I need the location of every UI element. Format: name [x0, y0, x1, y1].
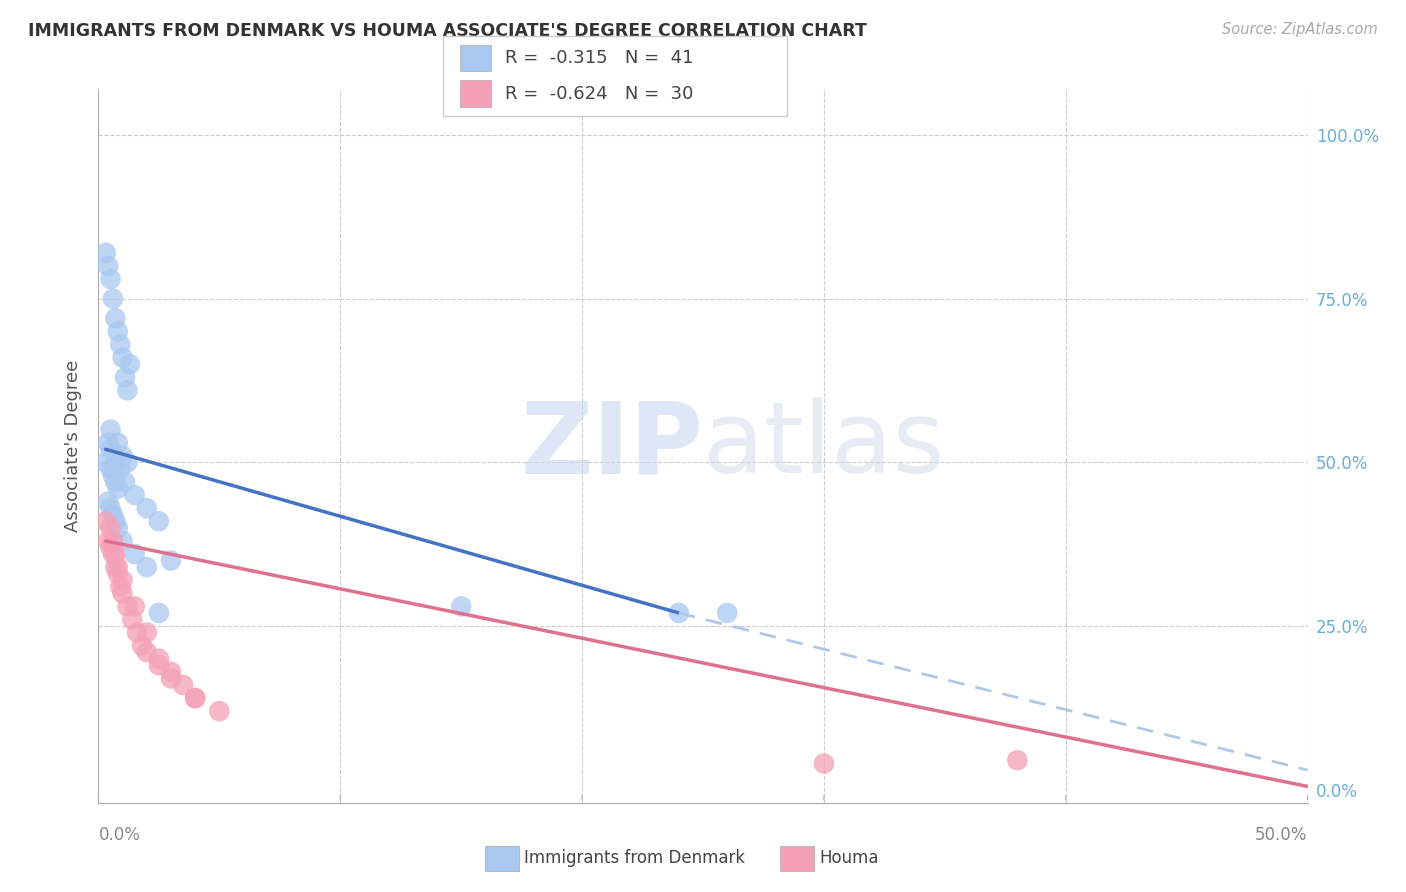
Point — [100, 442, 122, 457]
Point — [101, 547, 124, 561]
Point — [117, 599, 139, 614]
Point — [148, 514, 170, 528]
Point — [100, 501, 122, 516]
Point — [97, 435, 120, 450]
Point — [100, 423, 122, 437]
Point — [97, 259, 120, 273]
Point — [104, 475, 127, 489]
Point — [111, 449, 134, 463]
Text: 50.0%: 50.0% — [1256, 826, 1308, 844]
Text: 0.0%: 0.0% — [98, 826, 141, 844]
Point — [160, 553, 183, 567]
Point — [668, 606, 690, 620]
Point — [101, 292, 124, 306]
Point — [100, 462, 122, 476]
Point — [208, 704, 231, 718]
Point — [104, 560, 127, 574]
Text: Immigrants from Denmark: Immigrants from Denmark — [524, 849, 745, 867]
Point — [101, 508, 124, 522]
Text: R =  -0.624   N =  30: R = -0.624 N = 30 — [505, 85, 693, 103]
Text: R =  -0.315   N =  41: R = -0.315 N = 41 — [505, 49, 693, 67]
Point — [104, 311, 127, 326]
Point — [108, 580, 131, 594]
Text: atlas: atlas — [703, 398, 945, 494]
Point — [111, 533, 134, 548]
Point — [135, 645, 157, 659]
Point — [104, 514, 127, 528]
Point — [108, 462, 131, 476]
Point — [135, 501, 157, 516]
Y-axis label: Associate's Degree: Associate's Degree — [63, 359, 82, 533]
Point — [104, 455, 127, 469]
Point — [94, 245, 117, 260]
Point — [100, 521, 122, 535]
Point — [148, 652, 170, 666]
Point — [124, 488, 146, 502]
Point — [111, 586, 134, 600]
Point — [107, 560, 129, 574]
Point — [107, 521, 129, 535]
Text: Source: ZipAtlas.com: Source: ZipAtlas.com — [1222, 22, 1378, 37]
Point — [160, 665, 183, 679]
Point — [114, 475, 136, 489]
Point — [94, 455, 117, 469]
Point — [118, 357, 141, 371]
Point — [1007, 753, 1029, 767]
Text: IMMIGRANTS FROM DENMARK VS HOUMA ASSOCIATE'S DEGREE CORRELATION CHART: IMMIGRANTS FROM DENMARK VS HOUMA ASSOCIA… — [28, 22, 868, 40]
Point — [108, 337, 131, 351]
Point — [172, 678, 194, 692]
Point — [716, 606, 738, 620]
Point — [107, 325, 129, 339]
Point — [184, 691, 207, 706]
Point — [97, 533, 120, 548]
Point — [101, 533, 124, 548]
Point — [121, 612, 143, 626]
Point — [114, 370, 136, 384]
Point — [135, 560, 157, 574]
Point — [94, 514, 117, 528]
Point — [124, 547, 146, 561]
Point — [148, 658, 170, 673]
Point — [124, 599, 146, 614]
Point — [184, 691, 207, 706]
Point — [117, 455, 139, 469]
Text: ZIP: ZIP — [520, 398, 703, 494]
Point — [101, 468, 124, 483]
Point — [127, 625, 149, 640]
Point — [107, 566, 129, 581]
Point — [160, 672, 183, 686]
Point — [111, 351, 134, 365]
Point — [97, 494, 120, 508]
Point — [100, 541, 122, 555]
Point — [813, 756, 835, 771]
Point — [135, 625, 157, 640]
Text: Houma: Houma — [820, 849, 879, 867]
Point — [111, 573, 134, 587]
Point — [104, 547, 127, 561]
Point — [107, 435, 129, 450]
Point — [117, 384, 139, 398]
Point — [100, 272, 122, 286]
Point — [107, 482, 129, 496]
Point — [131, 639, 153, 653]
Point — [450, 599, 472, 614]
Point — [148, 606, 170, 620]
